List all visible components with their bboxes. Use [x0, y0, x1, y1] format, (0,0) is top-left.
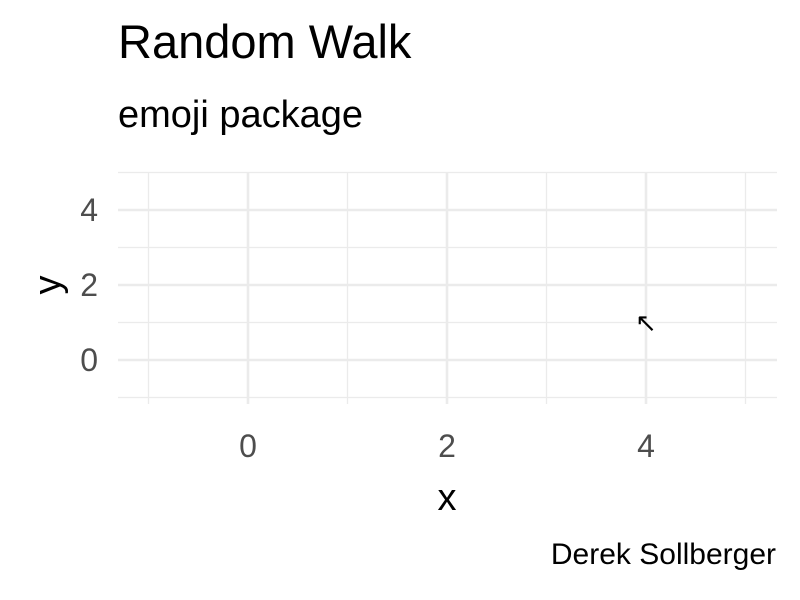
- x-axis-title: x: [438, 477, 457, 519]
- chart-title: Random Walk: [118, 15, 412, 68]
- y-tick-label: 2: [80, 267, 98, 303]
- major-gridlines: [118, 172, 777, 404]
- chart-caption: Derek Sollberger: [550, 538, 776, 571]
- data-point: ↖: [635, 309, 657, 339]
- y-tick-label: 0: [80, 342, 98, 378]
- y-axis-title: y: [27, 276, 69, 295]
- tick-labels: 0 2 4 0 2 4: [80, 192, 655, 464]
- chart-subtitle: emoji package: [118, 94, 364, 136]
- data-points: ↖: [635, 309, 657, 339]
- x-tick-label: 2: [438, 428, 456, 464]
- x-tick-label: 4: [637, 428, 655, 464]
- y-tick-label: 4: [80, 192, 98, 228]
- x-tick-label: 0: [239, 428, 257, 464]
